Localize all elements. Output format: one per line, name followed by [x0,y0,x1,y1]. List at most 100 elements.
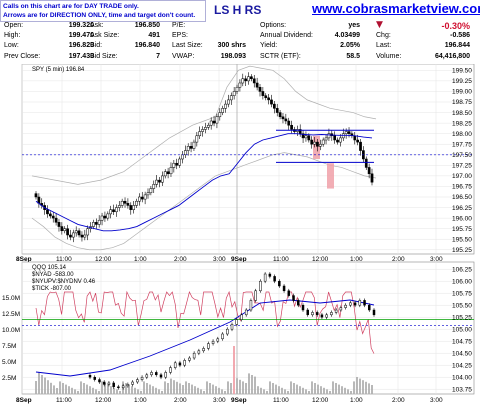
volume-bar [266,391,268,394]
down-arrow-icon: ▼ [376,20,383,30]
volume-bar [233,346,235,394]
price-candle [195,135,199,143]
price-y-tick: 195.75 [452,226,472,233]
price-candle [324,137,328,141]
volume-bar [284,389,286,394]
indicator-x-tick: 8Sep [16,397,32,404]
volume-bar [290,381,292,394]
price-candle [247,76,250,82]
ask-size-label: Ask Size: [90,32,120,39]
volume-bar [272,383,274,394]
volume-bar [326,389,328,394]
price-candle [77,230,81,236]
volume-bar [263,389,265,394]
volume-bar [206,381,208,394]
price-candle [218,112,222,118]
volume-bar [125,383,127,394]
qqq-candle [178,362,182,366]
price-candle [146,192,150,196]
volume-bar [35,381,37,394]
volume-bar [311,381,313,394]
qqq-candle [221,333,224,340]
volume-bar [101,381,103,394]
volume-bar [191,384,193,394]
legend-nyupv: $NYUPV:$NYDNV 0.46 [32,279,96,285]
price-x-tick: 2:00 [174,256,187,263]
price-x-tick: 3:00 [213,256,226,263]
qqq-candle [145,374,149,378]
qqq-candle [121,385,125,389]
volume-bar [203,391,205,394]
sctr-label: SCTR (ETF): [260,53,301,60]
price-x-ticks: 8Sep 11:00 12:00 1:00 2:00 3:00 9Sep 11:00 12:00… [16,256,443,263]
indicator-left-tick: 7.5M [2,343,16,350]
volume-bar [338,384,340,394]
volume-bar [59,381,61,394]
indicator-x-tick: 2:00 [174,397,187,404]
qqq-candle [287,290,291,296]
volume-bar [278,386,280,394]
volume-bar [155,387,157,394]
price-candle [63,228,67,232]
qqq-candle [136,379,139,383]
price-candle [129,205,133,210]
price-candle [152,184,156,189]
volume-bar [365,381,367,394]
website-link[interactable]: www.cobrasmarketview.com [312,1,480,16]
price-y-tick: 198.75 [452,99,472,106]
qqq-candle [358,300,362,306]
volume-bar [218,387,220,394]
price-candle [69,234,72,238]
qqq-candle [102,381,106,385]
price-candle [149,188,153,194]
volume-bar [53,385,55,394]
price-y-tick: 196.75 [452,184,472,191]
volume-bar [194,386,196,394]
qqq-candle [173,362,177,368]
price-candle [60,226,64,232]
volume-bar [248,373,250,394]
price-candle [215,116,219,124]
volume-bar [92,387,94,394]
price-candle [339,137,342,143]
price-y-tick: 197.50 [452,152,472,159]
price-candle [232,91,236,96]
indicator-y-tick: 105.50 [452,302,472,309]
volume-bar [362,380,364,394]
price-candle [115,207,118,213]
volume-bar [341,386,343,394]
price-candle [367,167,371,175]
last-size-label: Last Size: [172,42,203,49]
volume-bar [116,389,118,394]
price-candle [112,209,115,213]
qqq-candle [368,304,371,311]
volume-bar [182,385,184,394]
price-grid [21,64,474,254]
volume-bar [137,389,139,394]
price-marks [313,135,334,189]
volume-bar [329,391,331,394]
volume-bar [173,380,175,394]
price-candle [353,135,357,141]
price-candle [347,131,351,134]
chg-label: Chg: [376,32,391,39]
indicator-x-ticks: 8Sep 11:00 12:00 1:00 2:00 3:00 9Sep 11:00 12:00… [16,397,443,404]
price-candle [80,234,84,238]
qqq-candle [93,376,96,380]
volume-bar [98,391,100,394]
pe-label: P/E: [172,22,186,29]
indicator-x-tick: 11:00 [273,397,289,404]
qqq-candle [183,360,186,366]
volume-label: Volume: [376,53,402,60]
volume-bar [197,387,199,394]
price-candle [54,217,58,223]
price-candle [370,173,374,183]
indicator-x-tick: 11:00 [56,397,72,404]
price-candle [169,167,173,175]
price-candle [301,133,305,139]
volume-bar [167,383,169,394]
price-candle [158,179,161,183]
qqq-candle [197,350,201,354]
prev-close-value: 197.430 [68,53,94,60]
prev-close-label: Prev Close: [4,53,41,60]
